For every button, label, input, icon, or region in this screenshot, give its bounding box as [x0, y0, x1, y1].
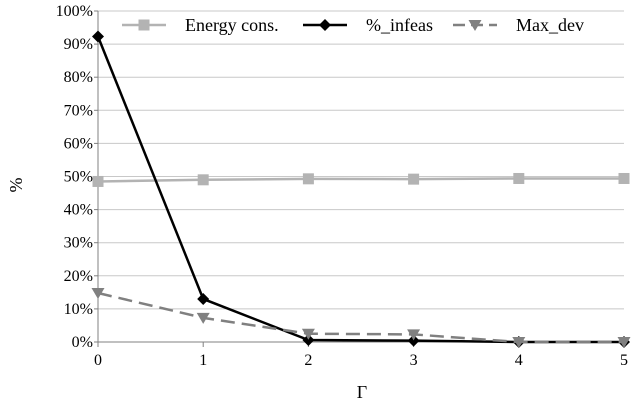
- series-line: [97, 177, 624, 183]
- legend-marker: [468, 20, 482, 31]
- y-tick-label: 50%: [64, 169, 93, 186]
- series-0: [92, 172, 630, 187]
- series-line: [97, 291, 624, 344]
- data-point: [92, 30, 104, 43]
- gridlines: [98, 10, 624, 310]
- legend-marker: [138, 19, 150, 31]
- data-point: [512, 337, 526, 348]
- y-tick-label: 0%: [72, 334, 93, 351]
- x-tick-labels: 0 1 2 3 4 5: [94, 352, 628, 369]
- y-tick-label: 80%: [64, 69, 93, 86]
- data-point: [302, 334, 315, 347]
- data-point: [302, 173, 314, 185]
- y-tick-label: 10%: [64, 301, 93, 318]
- data-point: [92, 175, 104, 187]
- x-axis-title: Γ: [357, 382, 367, 402]
- series-1: [92, 30, 630, 348]
- x-tick-label: 1: [199, 352, 207, 369]
- legend: Energy cons. %_infeas Max_dev: [114, 12, 604, 40]
- x-tick-label: 4: [515, 352, 523, 369]
- legend-label: Max_dev: [516, 15, 584, 35]
- x-tick-label: 0: [94, 352, 102, 369]
- y-tick-label: 40%: [64, 202, 93, 219]
- y-tick-label: 70%: [64, 102, 93, 119]
- data-point: [407, 329, 421, 341]
- legend-marker: [319, 19, 331, 31]
- series-line: [96, 36, 624, 344]
- x-tick-label: 3: [410, 352, 418, 369]
- data-point: [408, 173, 420, 185]
- y-tick-labels: 0% 10% 20% 30% 40% 50% 60% 70% 80% 90% 100%: [56, 3, 93, 351]
- data-point: [91, 288, 105, 300]
- series-group: [91, 30, 631, 348]
- y-tick-label: 30%: [64, 235, 93, 252]
- y-tick-label: 100%: [56, 3, 93, 20]
- x-tick-label: 2: [304, 352, 312, 369]
- y-axis-title: %: [6, 178, 26, 193]
- data-point: [197, 292, 210, 305]
- data-point: [513, 172, 525, 184]
- data-point: [618, 172, 630, 184]
- x-tick-label: 5: [620, 352, 628, 369]
- data-point: [301, 328, 315, 340]
- data-point: [407, 334, 420, 347]
- y-tick-label: 60%: [64, 135, 93, 152]
- data-point: [617, 337, 631, 348]
- data-point: [197, 174, 209, 186]
- data-point: [196, 312, 210, 324]
- y-tick-label: 90%: [64, 36, 93, 53]
- legend-label: %_infeas: [366, 15, 433, 35]
- legend-label: Energy cons.: [185, 15, 279, 35]
- legend-background: [114, 12, 604, 40]
- y-tick-label: 20%: [64, 268, 93, 285]
- series-2: [91, 288, 631, 348]
